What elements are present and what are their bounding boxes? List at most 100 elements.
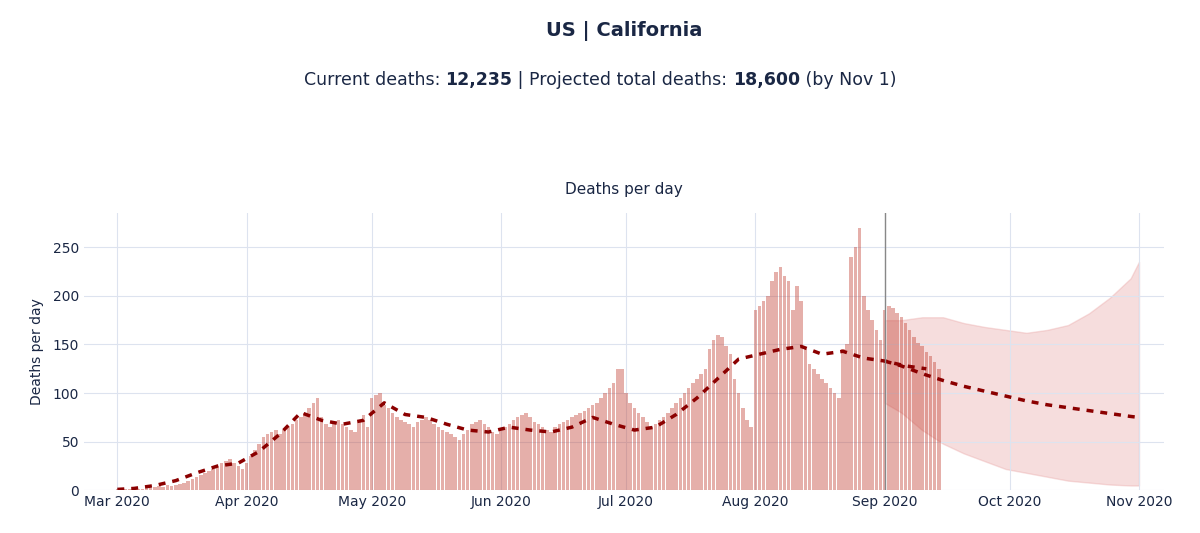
Bar [799, 301, 803, 490]
Bar [545, 430, 548, 490]
Bar [245, 463, 248, 490]
Bar [590, 405, 594, 490]
Bar [674, 403, 678, 490]
Bar [420, 421, 424, 490]
Bar [754, 310, 757, 490]
Bar [612, 383, 616, 490]
Bar [157, 487, 161, 490]
Bar [162, 488, 164, 490]
Bar [332, 422, 336, 490]
Bar [233, 463, 236, 490]
Bar [508, 424, 511, 490]
Bar [341, 424, 344, 490]
Bar [353, 432, 356, 490]
Bar [883, 310, 887, 490]
Bar [812, 369, 816, 490]
Bar [361, 415, 365, 490]
Bar [595, 403, 599, 490]
Bar [503, 427, 506, 490]
Bar [654, 424, 658, 490]
Bar [487, 427, 491, 490]
Bar [836, 398, 840, 490]
Bar [524, 413, 528, 490]
Bar [358, 421, 361, 490]
Bar [774, 271, 778, 490]
Bar [211, 469, 215, 490]
Bar [641, 417, 644, 490]
Bar [295, 421, 299, 490]
Bar [194, 477, 198, 490]
Bar [400, 421, 403, 490]
Bar [499, 430, 503, 490]
Bar [558, 424, 562, 490]
Bar [516, 417, 520, 490]
Bar [908, 330, 912, 490]
Bar [169, 487, 173, 490]
Bar [386, 408, 390, 490]
Text: | Projected total deaths:: | Projected total deaths: [512, 71, 733, 89]
Bar [824, 383, 828, 490]
Bar [216, 466, 220, 490]
Bar [937, 369, 941, 490]
Bar [274, 430, 277, 490]
Bar [344, 427, 348, 490]
Bar [770, 281, 774, 490]
Bar [725, 346, 728, 490]
Bar [892, 308, 895, 490]
Bar [624, 393, 628, 490]
Bar [282, 430, 286, 490]
Bar [632, 408, 636, 490]
Bar [833, 393, 836, 490]
Bar [553, 427, 557, 490]
Text: 12,235: 12,235 [445, 71, 512, 89]
Bar [804, 349, 808, 490]
Bar [166, 486, 169, 490]
Bar [870, 320, 874, 490]
Bar [307, 408, 311, 490]
Bar [683, 393, 686, 490]
Bar [329, 427, 331, 490]
Bar [174, 484, 178, 490]
Bar [257, 443, 260, 490]
Bar [875, 330, 878, 490]
Bar [829, 388, 832, 490]
Bar [253, 449, 257, 490]
Text: Deaths per day: Deaths per day [565, 182, 683, 197]
Bar [695, 378, 698, 490]
Bar [816, 374, 820, 490]
Bar [178, 483, 181, 490]
Bar [700, 374, 703, 490]
Bar [395, 417, 398, 490]
Bar [604, 393, 607, 490]
Bar [932, 362, 936, 490]
Bar [520, 415, 523, 490]
Bar [678, 398, 682, 490]
Bar [850, 257, 853, 490]
Bar [720, 337, 724, 490]
Bar [228, 459, 232, 490]
Bar [182, 482, 186, 490]
Bar [924, 352, 928, 490]
Bar [432, 424, 436, 490]
Text: US | California: US | California [546, 21, 702, 42]
Bar [599, 398, 602, 490]
Bar [917, 343, 919, 490]
Bar [808, 364, 811, 490]
Bar [878, 340, 882, 490]
Bar [708, 349, 712, 490]
Bar [278, 434, 282, 490]
Bar [887, 305, 890, 490]
Bar [536, 424, 540, 490]
Bar [186, 481, 190, 490]
Bar [312, 403, 316, 490]
Bar [199, 475, 203, 490]
Bar [712, 340, 715, 490]
Bar [424, 417, 427, 490]
Bar [449, 434, 452, 490]
Bar [304, 413, 307, 490]
Bar [145, 488, 149, 490]
Bar [637, 413, 641, 490]
Bar [370, 398, 373, 490]
Bar [324, 424, 328, 490]
Bar [412, 427, 415, 490]
